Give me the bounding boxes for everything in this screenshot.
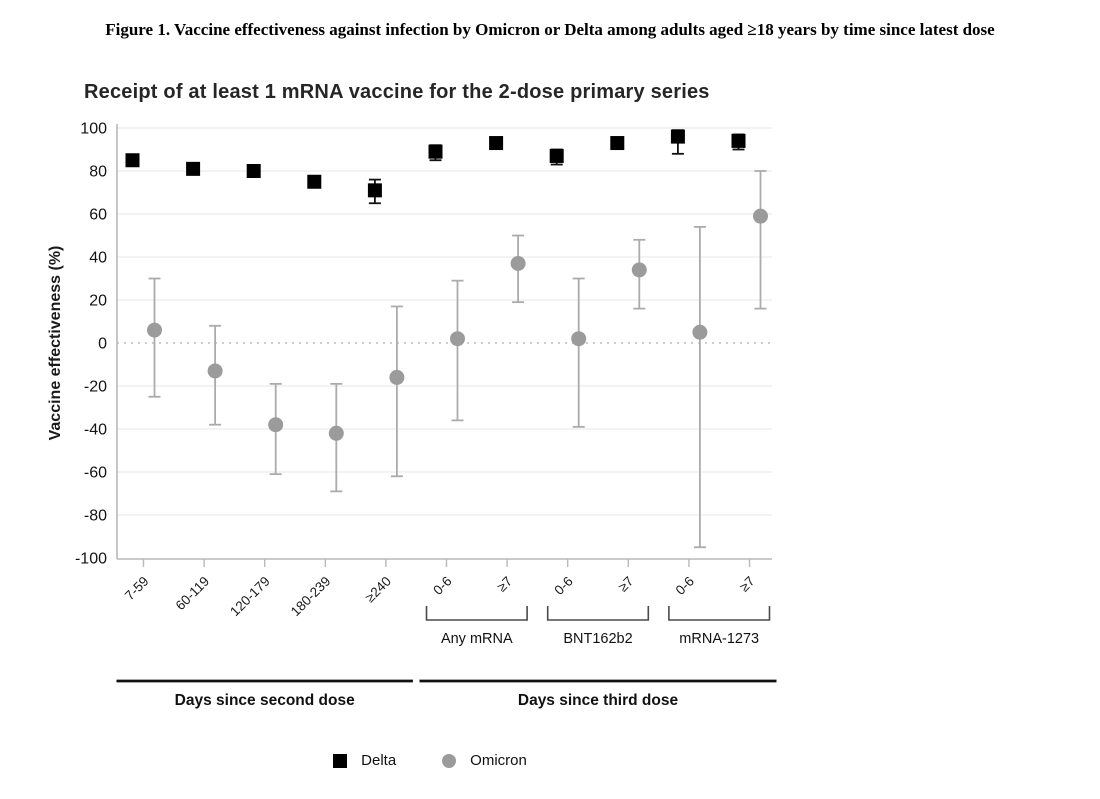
subgroup-bracket (425, 606, 528, 621)
omicron-marker (571, 331, 587, 347)
delta-marker (246, 164, 261, 178)
y-tick-label: -100 (75, 551, 107, 568)
section-label: Days since second dose (175, 692, 355, 709)
y-tick-label: 60 (89, 207, 107, 224)
delta-marker (489, 136, 504, 151)
delta-marker (610, 136, 625, 151)
y-tick-label: 0 (98, 336, 107, 353)
omicron-marker (147, 322, 162, 338)
legend-item-omicron: Omicron (442, 752, 527, 769)
omicron-marker (328, 425, 344, 441)
x-tick-label: ≥240 (362, 574, 394, 606)
x-tick-label: 180-239 (288, 574, 334, 620)
y-tick-label: -40 (84, 422, 107, 439)
subgroup-label: BNT162b2 (563, 631, 632, 647)
subgroup-label: Any mRNA (441, 631, 513, 647)
legend-label-omicron: Omicron (470, 752, 527, 769)
y-tick-label: 100 (80, 121, 107, 138)
x-tick-label: 120-179 (227, 574, 273, 620)
figure-title: Figure 1. Vaccine effectiveness against … (105, 20, 995, 39)
chart-legend: Delta Omicron (0, 752, 860, 769)
omicron-marker (753, 208, 768, 224)
omicron-marker (268, 417, 284, 433)
subgroup-label: mRNA-1273 (679, 631, 759, 647)
subgroup-bracket (546, 606, 650, 621)
omicron-marker (692, 324, 708, 340)
delta-marker (670, 129, 685, 144)
omicron-marker (631, 262, 647, 278)
omicron-circle-swatch-icon (442, 753, 457, 768)
x-tick-label: ≥7 (615, 574, 636, 595)
omicron-marker (389, 369, 405, 385)
y-tick-label: -60 (84, 465, 107, 482)
x-tick-label: ≥7 (494, 574, 515, 595)
y-tick-label: 40 (89, 250, 107, 267)
y-tick-label: -80 (84, 508, 107, 525)
omicron-marker (450, 331, 465, 347)
delta-marker (549, 148, 564, 163)
x-tick-label: 0-6 (430, 574, 454, 598)
omicron-marker (510, 255, 526, 271)
delta-marker (307, 174, 322, 189)
delta-marker (731, 133, 746, 148)
x-tick-label: 0-6 (551, 574, 575, 598)
legend-item-delta: Delta (333, 752, 396, 769)
delta-marker (186, 161, 201, 176)
x-tick-label: 7-59 (122, 574, 152, 604)
x-tick-label: ≥7 (736, 574, 757, 595)
chart-title: Receipt of at least 1 mRNA vaccine for t… (84, 81, 710, 103)
x-tick-label: 60-119 (173, 574, 213, 614)
y-tick-label: -20 (84, 379, 107, 396)
x-tick-label: 0-6 (673, 574, 697, 598)
section-label: Days since third dose (518, 692, 679, 709)
y-tick-label: 20 (89, 293, 107, 310)
delta-marker (125, 153, 140, 168)
delta-marker (367, 183, 382, 198)
delta-marker (428, 144, 443, 159)
omicron-marker (207, 363, 223, 379)
delta-square-swatch-icon (333, 753, 348, 768)
subgroup-bracket (668, 606, 771, 621)
y-tick-label: 80 (89, 164, 107, 181)
legend-label-delta: Delta (361, 752, 397, 769)
